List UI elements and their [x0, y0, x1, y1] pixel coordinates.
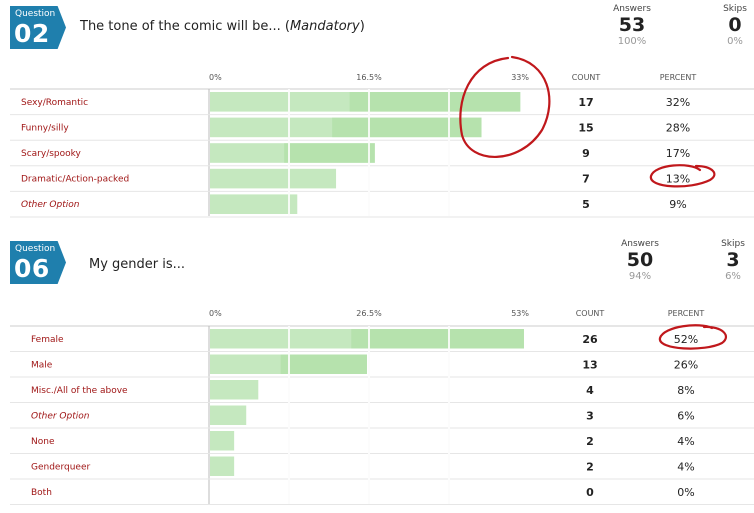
- count-value: 0: [586, 486, 594, 499]
- row-label: None: [31, 437, 55, 447]
- percent-value: 6%: [677, 409, 694, 422]
- count-value: 3: [586, 409, 594, 422]
- row-label: Scary/spooky: [21, 149, 82, 159]
- row-label: Sexy/Romantic: [21, 98, 88, 108]
- bar: [210, 431, 235, 451]
- percent-value: 0%: [677, 486, 694, 499]
- answers-label: Answers: [613, 4, 651, 14]
- annotation-circle-bars: [459, 55, 551, 158]
- question-title: The tone of the comic will be... (Mandat…: [80, 19, 365, 34]
- bar: [210, 405, 247, 425]
- row-label: Other Option: [21, 200, 80, 210]
- count-value: 2: [586, 435, 594, 448]
- skips-label: Skips: [723, 4, 747, 14]
- percent-value: 4%: [677, 460, 694, 473]
- answers-percent: 94%: [628, 271, 652, 282]
- results-chart-q02: COUNT PERCENT 0% 16.5% 33% Sexy/Romantic 17 3…: [10, 55, 754, 218]
- axis-tick-label: 16.5%: [356, 73, 382, 82]
- percent-value: 28%: [666, 121, 690, 134]
- axis-tick-label: 26.5%: [356, 309, 382, 318]
- bar-shade: [351, 329, 524, 349]
- skips-stat: Skips 0 0%: [720, 4, 750, 47]
- count-column-header: COUNT: [576, 309, 605, 318]
- count-value: 13: [582, 358, 597, 371]
- percent-column-header: PERCENT: [668, 309, 705, 318]
- skips-percent: 6%: [725, 271, 741, 282]
- skips-count: 0: [728, 14, 742, 36]
- count-value: 5: [582, 198, 590, 211]
- row-label: Both: [31, 488, 52, 498]
- count-value: 7: [582, 173, 590, 186]
- row-label: Other Option: [31, 411, 90, 421]
- percent-value: 52%: [674, 333, 698, 346]
- percent-value: 17%: [666, 147, 690, 160]
- question-block-02: Question 02 The tone of the comic will b…: [0, 0, 754, 222]
- axis-tick-label: 0%: [209, 73, 222, 82]
- row-label: Genderqueer: [31, 462, 90, 472]
- question-number: 06: [14, 254, 50, 283]
- answers-count: 53: [618, 14, 646, 36]
- percent-value: 32%: [666, 96, 690, 109]
- badge-label: Question: [15, 9, 56, 19]
- badge-label: Question: [15, 244, 56, 254]
- bar-shade: [349, 92, 521, 112]
- bar: [210, 456, 235, 476]
- row-label: Funny/silly: [21, 123, 69, 133]
- bar-shade: [284, 143, 375, 163]
- bar: [210, 380, 259, 400]
- answers-label: Answers: [621, 239, 659, 249]
- skips-stat: Skips 3 6%: [718, 239, 748, 282]
- count-value: 17: [578, 96, 593, 109]
- skips-count: 3: [726, 249, 740, 271]
- bar: [210, 168, 337, 189]
- percent-column-header: PERCENT: [660, 73, 697, 82]
- skips-percent: 0%: [727, 36, 743, 47]
- answers-stat: Answers 50 94%: [613, 239, 667, 282]
- percent-value: 8%: [677, 384, 694, 397]
- row-label: Misc./All of the above: [31, 386, 128, 396]
- percent-value: 4%: [677, 435, 694, 448]
- question-number: 02: [14, 19, 50, 48]
- percent-value: 9%: [669, 198, 686, 211]
- percent-value: 26%: [674, 358, 698, 371]
- question-badge: Question 06: [10, 241, 66, 284]
- percent-value: 13%: [666, 173, 690, 186]
- axis-tick-label: 53%: [511, 309, 529, 318]
- skips-label: Skips: [721, 239, 745, 249]
- count-column-header: COUNT: [572, 73, 601, 82]
- row-label: Male: [31, 360, 53, 370]
- row-label: Female: [31, 335, 64, 345]
- count-value: 4: [586, 384, 594, 397]
- answers-percent: 100%: [617, 36, 647, 47]
- count-value: 26: [582, 333, 598, 346]
- axis-tick-label: 33%: [511, 73, 529, 82]
- count-value: 2: [586, 460, 594, 473]
- question-title: My gender is...: [89, 257, 186, 272]
- count-value: 9: [582, 147, 590, 160]
- bar-shade: [280, 354, 367, 374]
- count-value: 15: [578, 121, 593, 134]
- row-label: Dramatic/Action-packed: [21, 175, 129, 185]
- annotation-circle-52pct: [658, 324, 728, 350]
- question-badge: Question 02: [10, 6, 66, 49]
- axis-tick-label: 0%: [209, 309, 222, 318]
- answers-stat: Answers 53 100%: [605, 4, 659, 47]
- answers-count: 50: [626, 249, 654, 271]
- annotation-circle-13pct: [649, 164, 716, 188]
- bar: [210, 194, 298, 214]
